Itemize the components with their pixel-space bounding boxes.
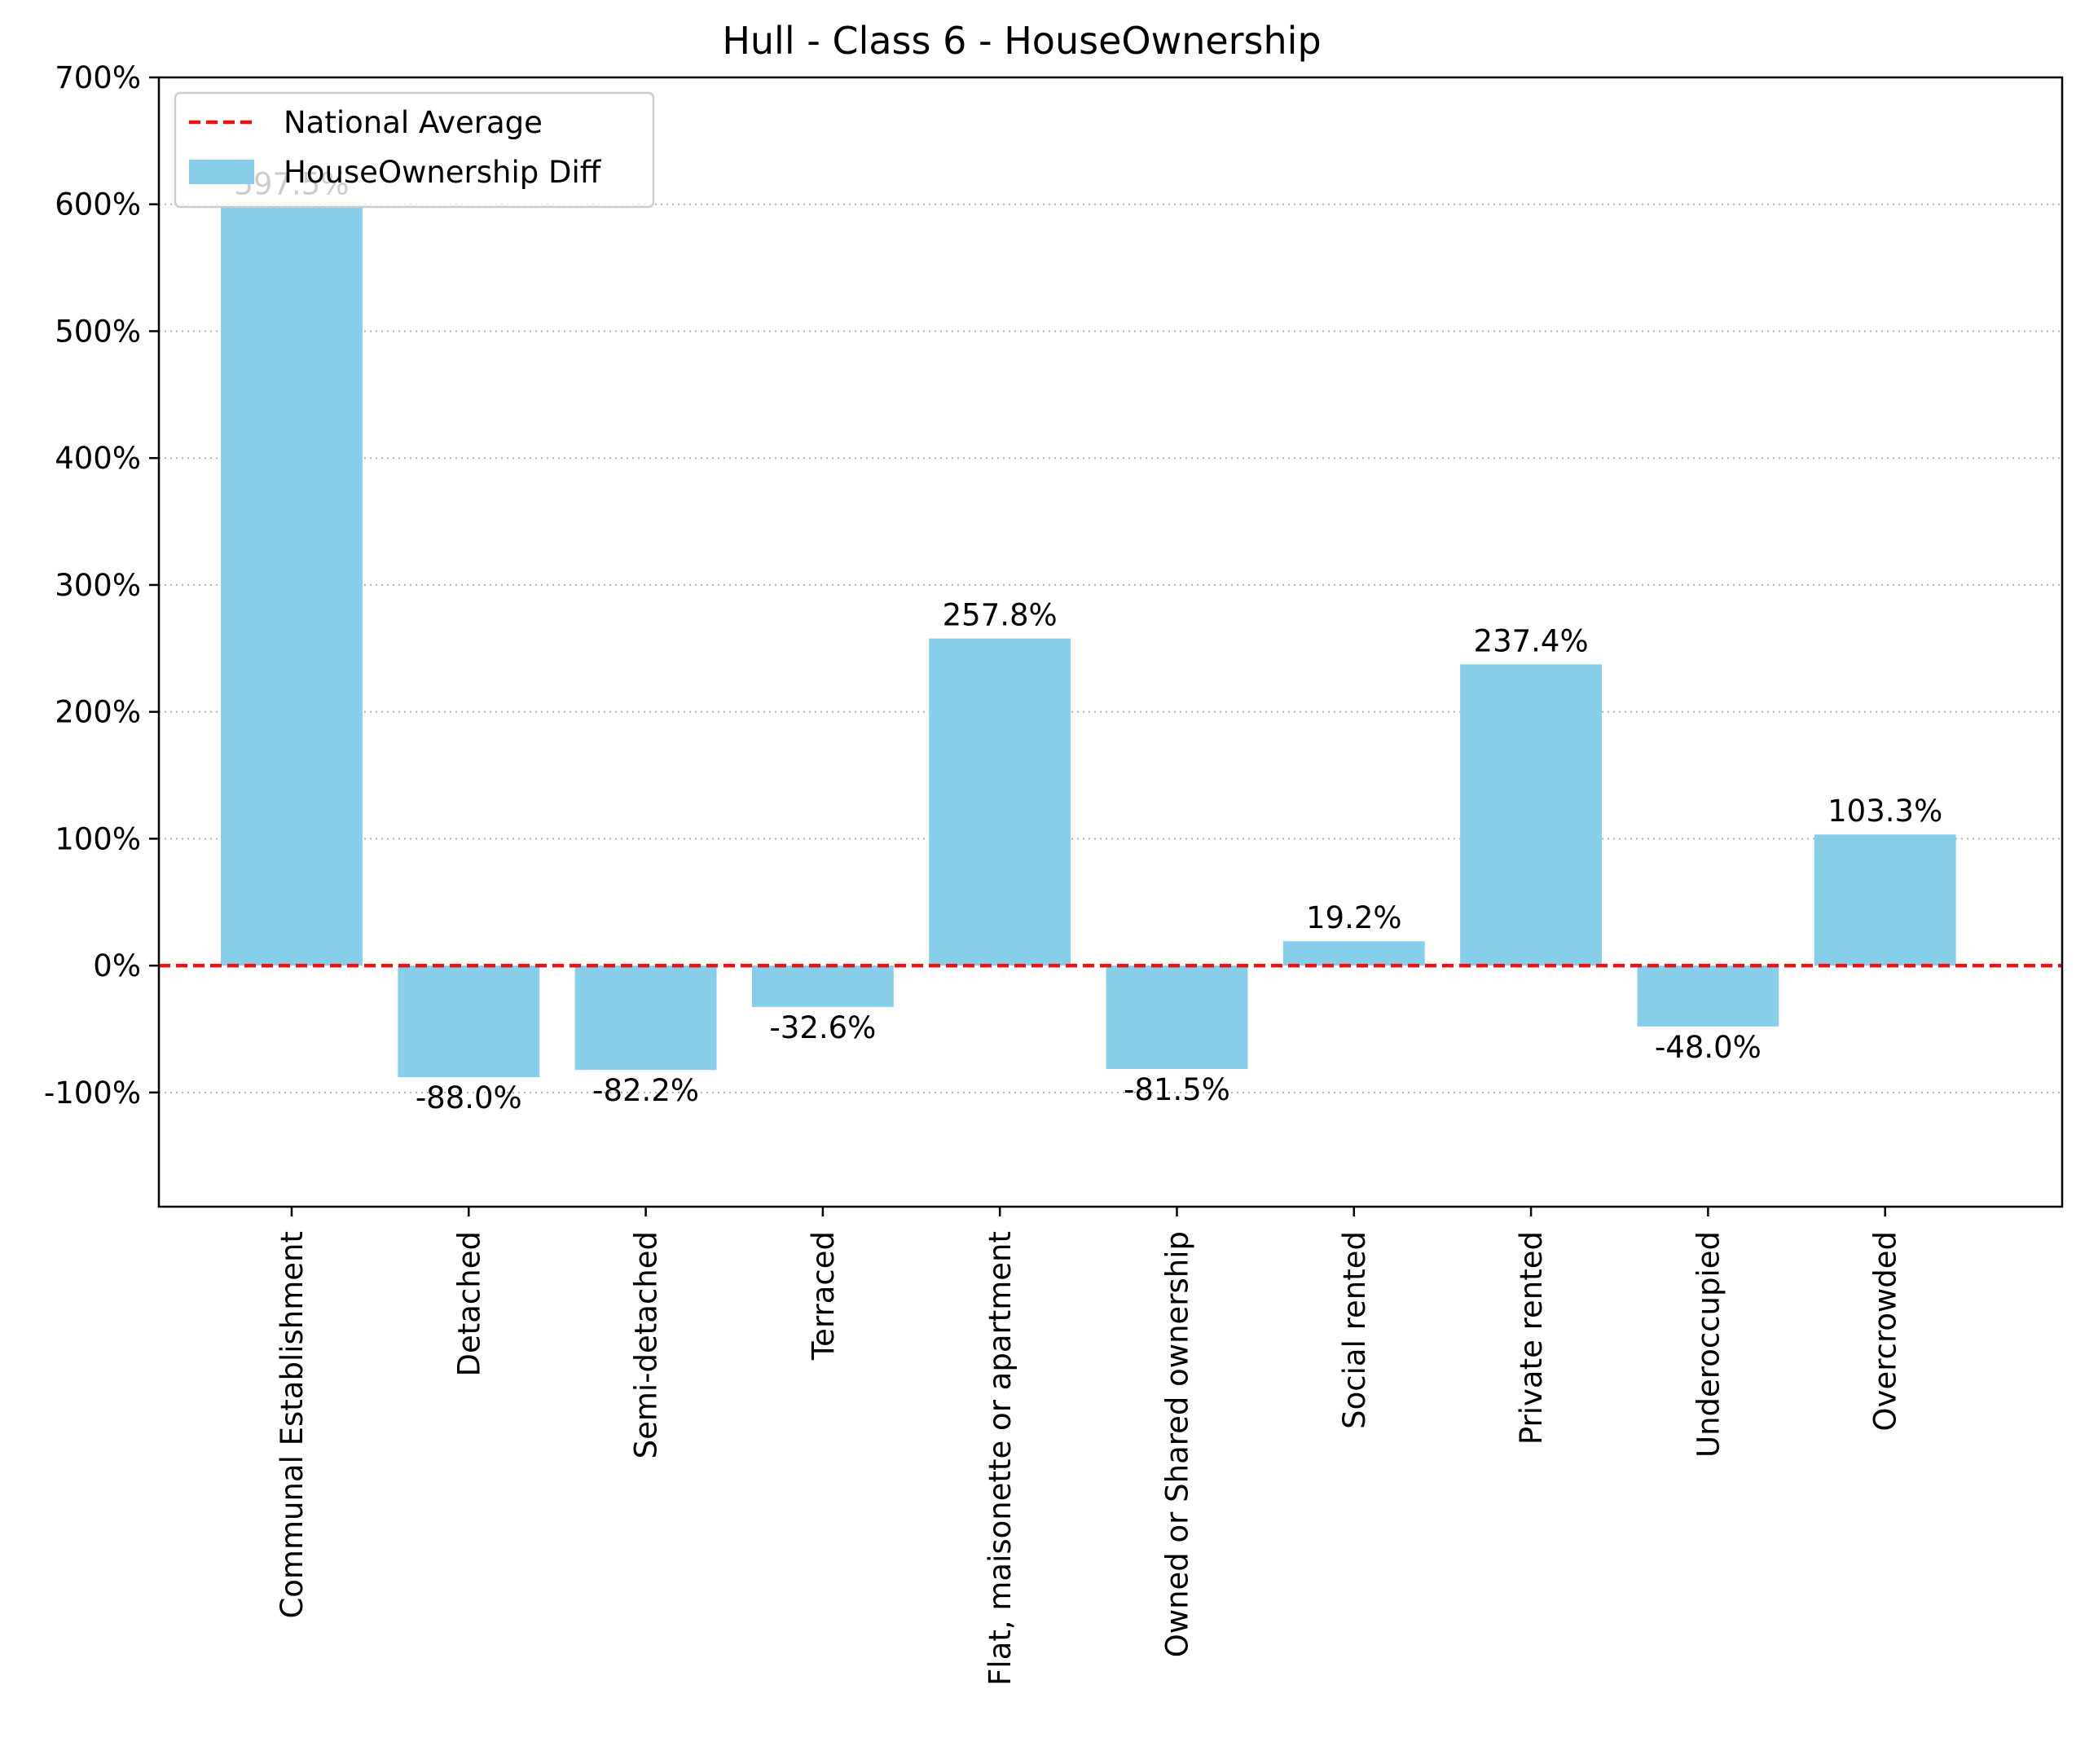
y-tick-label: 500% <box>55 314 141 349</box>
bar <box>1106 966 1248 1070</box>
bar <box>1460 664 1603 966</box>
data-label: -48.0% <box>1655 1030 1762 1065</box>
bar <box>398 966 540 1078</box>
bar <box>574 966 717 1071</box>
x-tick-label: Private rented <box>1514 1231 1549 1445</box>
y-tick-label: 700% <box>55 60 141 95</box>
data-label: 257.8% <box>943 598 1058 633</box>
bar <box>1637 966 1779 1027</box>
y-tick-label: 600% <box>55 187 141 222</box>
data-label: -81.5% <box>1124 1072 1230 1107</box>
x-tick-label: Semi-detached <box>629 1231 664 1458</box>
x-tick-label: Terraced <box>806 1231 841 1361</box>
y-tick-label: 200% <box>55 695 141 730</box>
chart-title: Hull - Class 6 - HouseOwnership <box>722 19 1321 63</box>
x-tick-label: Flat, maisonette or apartment <box>983 1231 1018 1686</box>
x-tick-label: Underoccupied <box>1691 1231 1726 1458</box>
legend-label-national-average: National Average <box>284 105 543 140</box>
bars <box>221 207 1956 1078</box>
legend-swatch-houseownership-diff <box>189 160 254 184</box>
data-label: -88.0% <box>416 1080 522 1115</box>
gridlines <box>159 203 2062 1093</box>
y-tick-label: 0% <box>93 948 141 983</box>
x-tick-label: Overcrowded <box>1868 1231 1903 1432</box>
bar <box>1814 834 1956 966</box>
x-tick-label: Detached <box>451 1231 486 1376</box>
x-tick-label: Owned or Shared ownership <box>1159 1231 1194 1657</box>
legend-label-houseownership-diff: HouseOwnership Diff <box>284 155 602 190</box>
x-tick-label: Communal Establishment <box>275 1231 310 1619</box>
data-label: -32.6% <box>769 1010 876 1045</box>
legend-box <box>174 91 655 209</box>
data-label: -82.2% <box>592 1073 699 1108</box>
x-tick-label: Social rented <box>1337 1231 1372 1429</box>
y-tick-label: 100% <box>55 821 141 856</box>
data-label: 103.3% <box>1827 794 1942 829</box>
bar <box>751 966 894 1007</box>
bar <box>1282 941 1425 966</box>
plot-frame <box>157 76 2064 1208</box>
y-axis: -100% 0% 100% 200% 300% 400% 500% 600% 700% <box>44 60 159 1111</box>
y-tick-label: -100% <box>44 1076 141 1111</box>
y-tick-label: 400% <box>55 441 141 476</box>
bar <box>929 638 1071 966</box>
data-label: 237.4% <box>1474 623 1589 658</box>
data-label: 19.2% <box>1306 900 1402 935</box>
y-tick-label: 300% <box>55 568 141 603</box>
bar <box>221 207 363 966</box>
x-axis: Communal Establishment Detached Semi-detac… <box>275 1207 1903 1686</box>
legend: National Average HouseOwnership Diff <box>174 91 655 209</box>
